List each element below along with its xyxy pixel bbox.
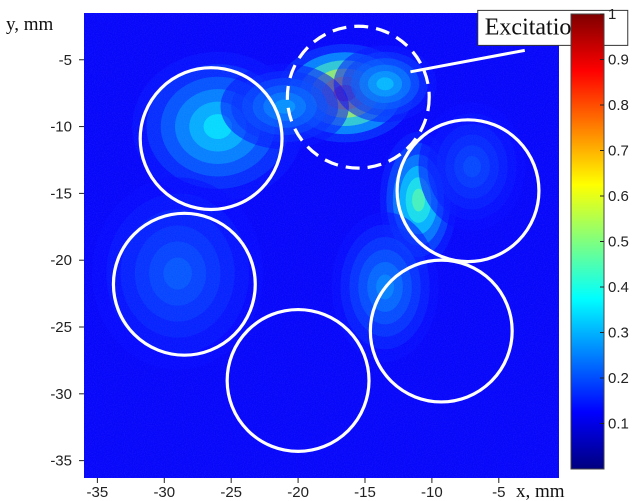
colorbar-tick-label: 0.6	[608, 188, 629, 205]
y-tick-label: -15	[50, 185, 72, 202]
x-tick-label: -35	[87, 484, 109, 501]
y-tick-label: -10	[50, 119, 72, 136]
plot-area: Excitation	[84, 10, 628, 478]
colorbar-tick-label: 0.9	[608, 52, 629, 69]
colorbar-tick-label: 0.2	[608, 370, 629, 387]
colorbar-tick-label: 0.3	[608, 325, 629, 342]
x-tick-label: -30	[153, 484, 175, 501]
x-tick-label: -25	[220, 484, 242, 501]
colorbar-bar	[571, 14, 604, 469]
y-axis-label: y, mm	[6, 14, 54, 35]
colorbar-tick-label: 0.5	[608, 234, 629, 251]
colorbar-tick-label: 1	[608, 6, 616, 23]
y-axis-ticks: -5 -10 -15 -20 -25 -30 -35	[50, 52, 84, 470]
y-tick-label: -25	[50, 319, 72, 336]
colorbar: 0.1 0.2 0.3 0.4 0.5 0.6 0.7 0.8 0.9 1	[571, 6, 629, 469]
x-axis-ticks: -35 -30 -25 -20 -15 -10 -5	[87, 478, 506, 501]
y-tick-label: -30	[50, 386, 72, 403]
colorbar-tick-label: 0.7	[608, 143, 629, 160]
heatmap-texture	[84, 13, 559, 478]
y-tick-label: -5	[59, 52, 72, 69]
y-tick-label: -35	[50, 453, 72, 470]
colorbar-tick-label: 0.1	[608, 416, 629, 433]
colorbar-tick-label: 0.4	[608, 279, 629, 296]
x-tick-label: -15	[354, 484, 376, 501]
annotation-label: Excitation	[485, 14, 584, 40]
colorbar-tick-label: 0.8	[608, 97, 629, 114]
x-tick-label: -10	[421, 484, 443, 501]
y-tick-label: -20	[50, 252, 72, 269]
x-tick-label: -20	[287, 484, 309, 501]
x-axis-label: x, mm	[516, 481, 565, 501]
x-tick-label: -5	[492, 484, 505, 501]
